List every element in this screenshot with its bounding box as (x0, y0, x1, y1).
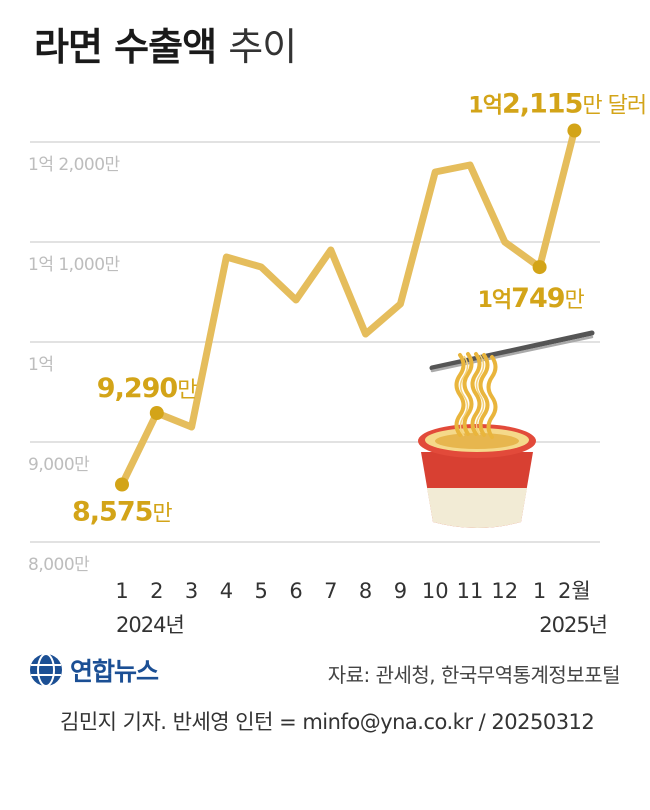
highlight-point (567, 124, 581, 138)
x-tick-label: 8 (359, 579, 372, 603)
x-tick-label: 11 (457, 579, 484, 603)
y-tick-label: 1억 2,000만 (28, 155, 121, 175)
x-tick-label: 9 (394, 579, 407, 603)
data-label: 8,575만 (72, 497, 172, 528)
x-tick-label: 7 (324, 579, 337, 603)
x-tick-label: 1 (533, 579, 546, 603)
data-label: 1억749만 (478, 283, 585, 314)
globe-icon (28, 652, 64, 688)
x-tick-label: 5 (255, 579, 268, 603)
highlight-point (533, 260, 547, 274)
year-label-2024: 2024년 (116, 613, 184, 637)
x-tick-label: 10 (422, 579, 449, 603)
x-tick-label: 6 (289, 579, 302, 603)
line-chart: 8,000만 9,000만 1억 1억 1,000만 1억 2,000만 8,575만 9… (0, 0, 650, 650)
highlight-point (115, 478, 129, 492)
y-tick-label: 1억 (28, 355, 53, 375)
x-tick-label: 4 (220, 579, 233, 603)
x-tick-label: 2월 (558, 579, 591, 603)
cup-noodle-illustration (418, 333, 592, 528)
x-tick-label: 1 (115, 579, 128, 603)
data-label: 9,290만 (97, 373, 197, 404)
source-note: 자료: 관세청, 한국무역통계정보포털 (328, 659, 620, 688)
y-tick-label: 9,000만 (28, 455, 90, 475)
x-tick-label: 3 (185, 579, 198, 603)
logo-text: 연합뉴스 (70, 652, 158, 688)
y-tick-label: 1억 1,000만 (28, 255, 121, 275)
y-tick-label: 8,000만 (28, 555, 90, 575)
data-label: 1억2,115만 달러 (468, 89, 646, 120)
year-label-2025: 2025년 (539, 613, 607, 637)
highlight-point (150, 406, 164, 420)
credit-line: 김민지 기자. 반세영 인턴 = minfo@yna.co.kr / 20250… (60, 706, 594, 736)
yonhap-logo: 연합뉴스 (28, 652, 158, 688)
x-tick-label: 12 (491, 579, 518, 603)
data-labels: 8,575만 9,290만 1억749만 1억2,115만 달러 (72, 89, 646, 528)
x-tick-label: 2 (150, 579, 163, 603)
